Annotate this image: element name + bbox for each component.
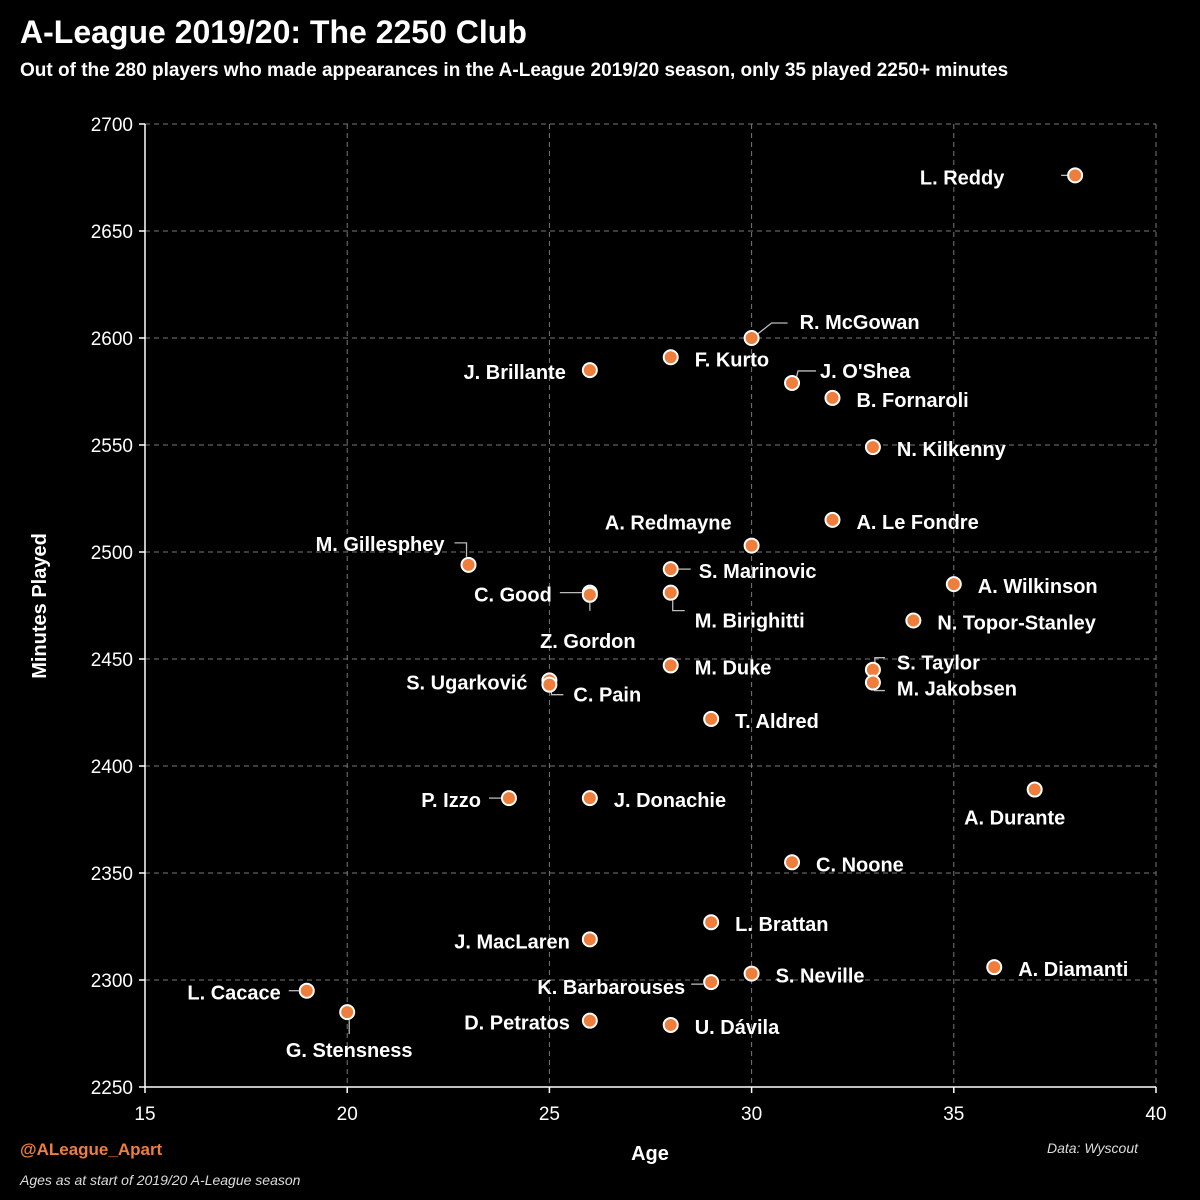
data-point [662, 561, 679, 578]
point-label: L. Cacace [187, 983, 280, 1005]
axes: 15 20 25 30 35 40 2250 2300 2350 2400 2450 2500 2550… [91, 115, 1167, 1125]
point-label: U. Dávila [695, 1017, 780, 1039]
point-label: M. Jakobsen [897, 679, 1017, 701]
data-point [743, 965, 760, 982]
point-label: J. Brillante [464, 362, 566, 384]
data-point [986, 959, 1003, 976]
data-point [824, 511, 841, 528]
point-label: C. Noone [816, 854, 904, 876]
y-tick-label: 2350 [91, 864, 133, 885]
x-tick-label: 15 [134, 1104, 155, 1125]
data-point [945, 576, 962, 593]
y-axis-label: Minutes Played [29, 533, 51, 679]
data-point [662, 584, 679, 601]
x-tick-label: 25 [539, 1104, 560, 1125]
data-point [864, 439, 881, 456]
x-tick-label: 40 [1145, 1104, 1166, 1125]
point-label: M. Duke [695, 657, 772, 679]
point-label: A. Le Fondre [856, 512, 978, 534]
data-point [703, 974, 720, 991]
point-label: M. Gillesphey [316, 534, 446, 556]
point-label: C. Good [474, 585, 552, 607]
data-point [784, 854, 801, 871]
data-point [1067, 167, 1084, 184]
point-label: D. Petratos [464, 1013, 570, 1035]
point-label: A. Diamanti [1018, 959, 1128, 981]
x-tick-label: 30 [741, 1104, 762, 1125]
data-point [824, 389, 841, 406]
data-point [581, 1012, 598, 1029]
data-point [703, 914, 720, 931]
y-tick-label: 2700 [91, 115, 133, 136]
footnote: Ages as at start of 2019/20 A-League sea… [20, 1172, 301, 1188]
data-point [581, 790, 598, 807]
data-point [743, 537, 760, 554]
point-label: F. Kurto [695, 349, 769, 371]
data-point [298, 982, 315, 999]
data-point [864, 674, 881, 691]
point-label: B. Fornaroli [856, 390, 968, 412]
point-label: A. Wilkinson [978, 576, 1098, 598]
x-tick-label: 35 [943, 1104, 964, 1125]
y-tick-label: 2550 [91, 436, 133, 457]
y-tick-label: 2450 [91, 650, 133, 671]
data-point [460, 556, 477, 573]
data-point [1026, 781, 1043, 798]
y-tick-label: 2300 [91, 971, 133, 992]
twitter-handle: @ALeague_Apart [20, 1140, 163, 1159]
y-tick-label: 2650 [91, 222, 133, 243]
point-label: N. Kilkenny [897, 439, 1007, 461]
point-label: J. MacLaren [454, 931, 570, 953]
data-point [905, 612, 922, 629]
point-labels: L. Reddy R. McGowan F. Kurto J. Brillante J.… [187, 167, 1128, 1062]
y-tick-label: 2500 [91, 543, 133, 564]
point-label: K. Barbarouses [537, 977, 685, 999]
point-label: L. Brattan [735, 914, 828, 936]
y-tick-label: 2400 [91, 757, 133, 778]
data-point [662, 349, 679, 366]
point-label: A. Redmayne [605, 513, 732, 535]
point-label: J. O'Shea [820, 361, 911, 383]
point-label: S. Marinovic [699, 561, 817, 583]
data-points [298, 167, 1084, 1033]
data-point [541, 676, 558, 693]
point-label: G. Stensness [286, 1040, 413, 1062]
chart-title: A-League 2019/20: The 2250 Club [20, 14, 527, 50]
point-label: L. Reddy [920, 167, 1005, 189]
point-label: C. Pain [573, 685, 641, 707]
point-label: P. Izzo [421, 790, 481, 812]
label-connector [454, 542, 468, 557]
label-connector [757, 322, 788, 335]
y-tick-label: 2600 [91, 329, 133, 350]
data-point [581, 362, 598, 379]
chart-subtitle: Out of the 280 players who made appearan… [20, 60, 1009, 81]
data-source: Data: Wyscout [1046, 1140, 1138, 1156]
data-point [662, 1016, 679, 1033]
grid-lines [145, 123, 1157, 1087]
point-label: Z. Gordon [540, 631, 636, 653]
point-label: S. Neville [776, 966, 865, 988]
data-point [662, 657, 679, 674]
data-point [581, 586, 598, 603]
data-point [703, 710, 720, 727]
x-tick-label: 20 [337, 1104, 358, 1125]
data-point [743, 330, 760, 346]
label-connector [672, 600, 685, 612]
x-axis-label: Age [631, 1143, 669, 1165]
point-label: S. Ugarković [406, 672, 527, 694]
y-tick-label: 2250 [91, 1078, 133, 1099]
label-connector [795, 370, 817, 380]
point-label: R. McGowan [800, 312, 920, 334]
point-label: S. Taylor [897, 653, 980, 675]
point-label: T. Aldred [735, 711, 819, 733]
point-label: M. Birighitti [695, 611, 805, 633]
data-point [784, 374, 801, 391]
point-label: N. Topor-Stanley [937, 612, 1096, 634]
data-point [581, 931, 598, 948]
data-point [500, 790, 517, 807]
point-label: A. Durante [964, 808, 1065, 830]
point-label: J. Donachie [614, 790, 726, 812]
data-point [339, 1004, 356, 1021]
